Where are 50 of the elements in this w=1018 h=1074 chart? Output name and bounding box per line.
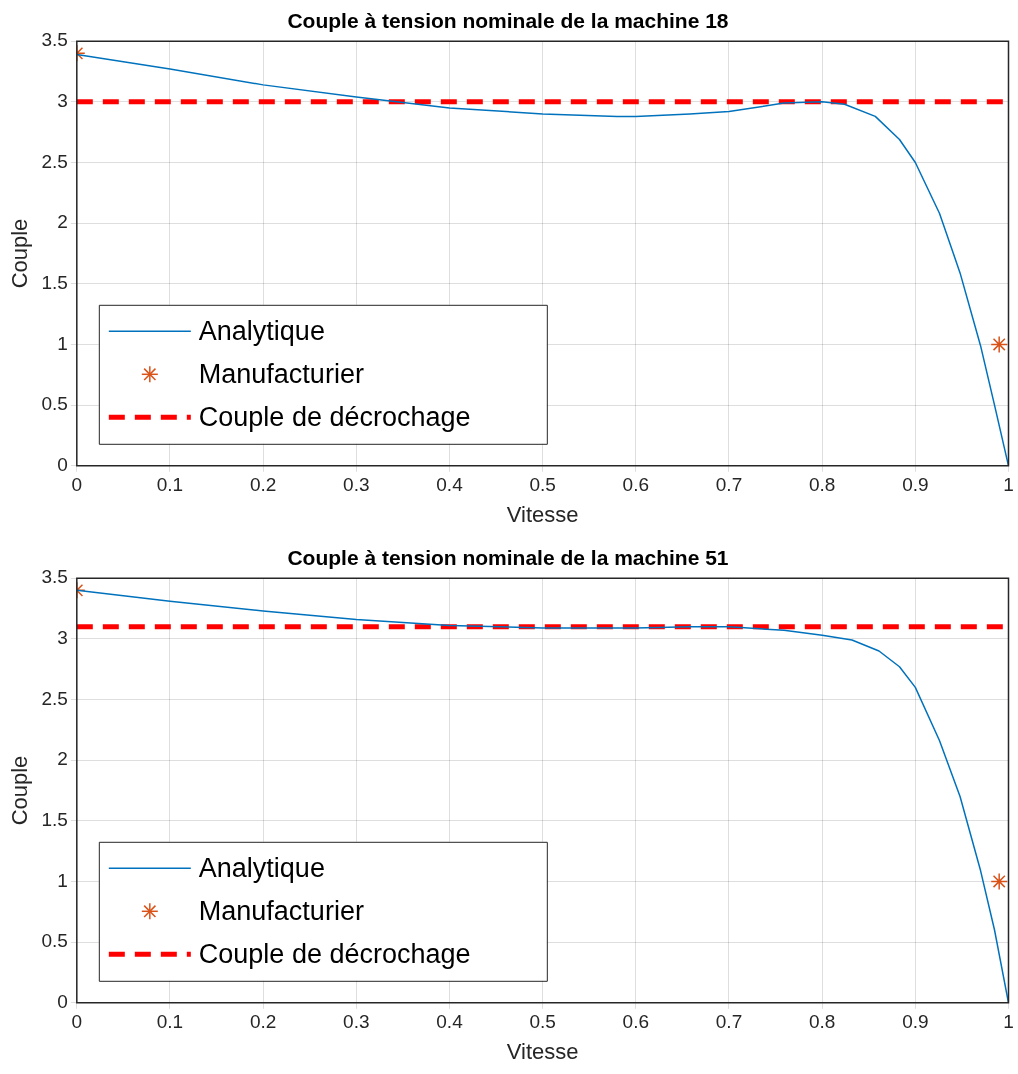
- x-tick-label: 0.3: [343, 474, 370, 496]
- x-tick-label: 0.7: [715, 474, 743, 496]
- legend-label: Analytique: [198, 315, 325, 346]
- x-tick-label: 0.8: [808, 474, 836, 496]
- y-tick-label: 2: [57, 211, 68, 233]
- x-tick-label: 0.8: [808, 1011, 836, 1033]
- y-tick-label: 0.5: [41, 930, 68, 952]
- legend-label: Manufacturier: [198, 895, 364, 926]
- legend-label: Analytique: [198, 852, 325, 883]
- chart-title: Couple à tension nominale de la machine 51: [287, 546, 729, 570]
- x-tick-label: 0.5: [529, 1011, 556, 1033]
- x-tick-label: 1: [1003, 474, 1014, 496]
- y-axis-title: Couple: [7, 755, 33, 826]
- y-tick-label: 3.5: [41, 566, 68, 588]
- x-tick-label: 0.9: [902, 1011, 929, 1033]
- x-tick-label: 0.1: [156, 1011, 184, 1033]
- y-tick-label: 2: [57, 748, 68, 770]
- y-tick-label: 2.5: [41, 150, 68, 172]
- x-tick-label: 0.4: [436, 474, 464, 496]
- x-tick-label: 0.9: [902, 474, 929, 496]
- legend-label: Manufacturier: [198, 358, 364, 389]
- x-tick-label: 0.1: [156, 474, 184, 496]
- x-axis-title: Vitesse: [506, 1038, 579, 1064]
- y-tick-label: 3: [57, 90, 68, 112]
- x-tick-label: 1: [1003, 1011, 1014, 1033]
- y-tick-label: 1.5: [41, 809, 68, 831]
- y-tick-label: 3.5: [41, 29, 68, 51]
- x-tick-label: 0: [71, 1011, 83, 1033]
- x-tick-label: 0.6: [622, 474, 650, 496]
- y-tick-label: 1: [57, 869, 68, 891]
- chart-title: Couple à tension nominale de la machine 18: [287, 9, 729, 33]
- x-tick-label: 0.6: [622, 1011, 650, 1033]
- x-tick-label: 0.2: [249, 474, 277, 496]
- x-tick-label: 0.3: [343, 1011, 370, 1033]
- y-tick-label: 2.5: [41, 687, 68, 709]
- y-tick-label: 0: [57, 454, 68, 476]
- y-tick-label: 1.5: [41, 272, 68, 294]
- x-tick-label: 0: [71, 474, 83, 496]
- x-tick-label: 0.4: [436, 1011, 464, 1033]
- y-tick-label: 3: [57, 627, 68, 649]
- x-tick-label: 0.5: [529, 474, 556, 496]
- legend-label: Couple de décrochage: [198, 401, 471, 432]
- y-axis-title: Couple: [7, 218, 33, 289]
- x-axis-title: Vitesse: [506, 501, 579, 527]
- x-tick-label: 0.2: [249, 1011, 277, 1033]
- x-tick-label: 0.7: [715, 1011, 743, 1033]
- legend-label: Couple de décrochage: [198, 938, 471, 969]
- y-tick-label: 1: [57, 332, 68, 354]
- y-tick-label: 0.5: [41, 393, 68, 415]
- y-tick-label: 0: [57, 991, 68, 1013]
